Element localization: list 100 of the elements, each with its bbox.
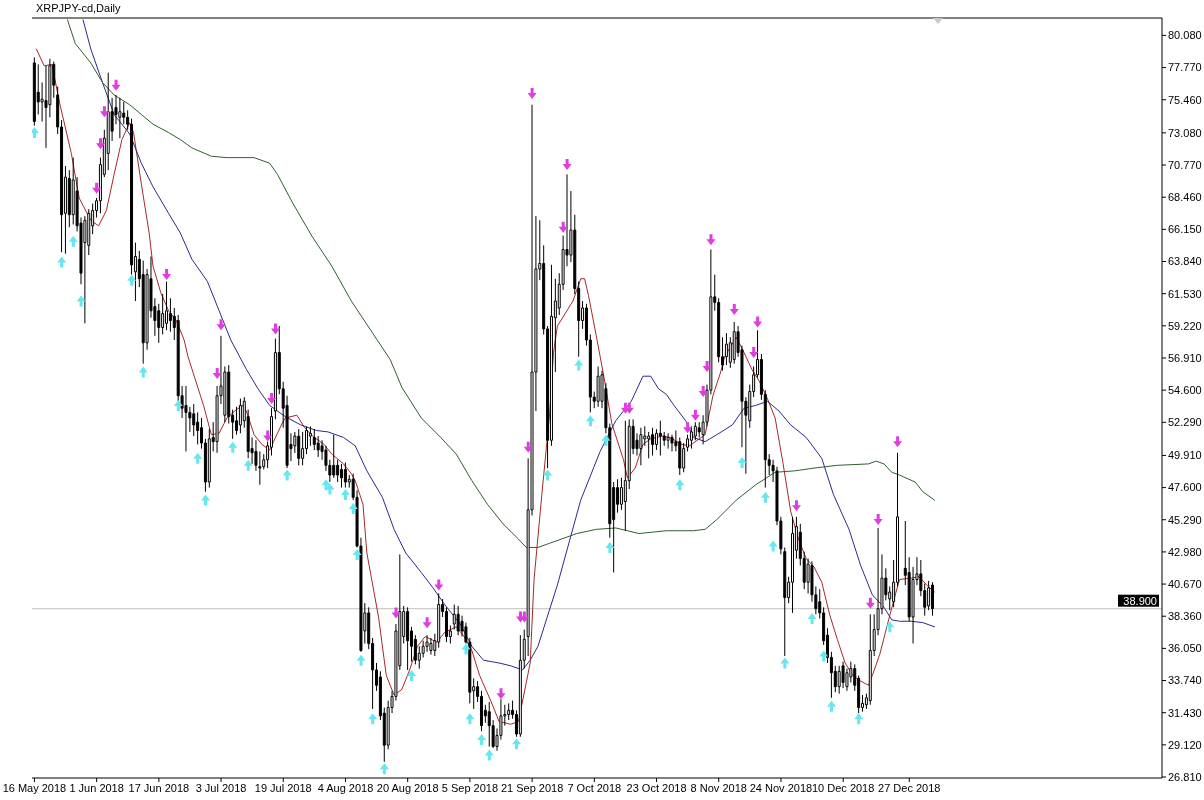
point xyxy=(68,235,78,247)
point xyxy=(348,502,358,514)
point xyxy=(527,88,537,100)
y-tick-label: 31.430 xyxy=(1168,706,1202,719)
y-tick-label: 47.600 xyxy=(1168,481,1202,494)
candlestick xyxy=(297,428,301,466)
candlestick xyxy=(238,397,242,434)
y-tick-label: 45.290 xyxy=(1168,513,1202,526)
point xyxy=(422,617,432,629)
candlestick xyxy=(165,281,169,331)
x-tick-label: 16 May 2018 xyxy=(2,781,67,794)
x-tick-label: 24 Nov 2018 xyxy=(749,781,813,794)
x-tick-label: 10 Dec 2018 xyxy=(811,781,875,794)
point xyxy=(356,654,366,666)
point xyxy=(216,319,226,331)
point xyxy=(379,763,389,775)
point xyxy=(690,409,700,421)
candlestick xyxy=(429,637,433,656)
ref-line-label: 38.900 xyxy=(1123,594,1157,607)
candlestick xyxy=(623,420,627,532)
point xyxy=(827,700,837,712)
point xyxy=(271,323,280,335)
point xyxy=(76,295,86,307)
y-tick-label: 61.530 xyxy=(1168,287,1202,300)
y-tick-label: 52.290 xyxy=(1168,416,1202,429)
x-tick-label: 20 Aug 2018 xyxy=(376,781,439,794)
candlestick xyxy=(452,604,456,631)
point xyxy=(683,422,693,434)
point xyxy=(173,399,183,411)
point xyxy=(461,643,471,655)
point xyxy=(523,441,533,453)
point xyxy=(391,607,401,619)
point xyxy=(792,500,802,512)
y-tick-label: 75.460 xyxy=(1168,93,1202,106)
point xyxy=(282,469,292,481)
point xyxy=(585,415,595,427)
point xyxy=(760,491,770,503)
candlestick xyxy=(639,427,643,466)
candlestick xyxy=(118,97,122,139)
candlestick xyxy=(658,420,662,457)
point xyxy=(558,221,568,233)
point xyxy=(702,360,712,372)
y-tick-label: 26.810 xyxy=(1168,770,1202,783)
candlestick xyxy=(670,434,674,452)
x-tick-label: 4 Aug 2018 xyxy=(317,781,374,794)
point xyxy=(96,138,106,150)
point xyxy=(706,234,716,246)
point xyxy=(243,459,253,471)
point xyxy=(368,713,378,725)
candlestick xyxy=(32,56,36,127)
candlestick xyxy=(184,385,188,452)
y-tick-label: 70.770 xyxy=(1168,158,1202,171)
x-tick-label: 5 Sep 2018 xyxy=(441,781,499,794)
candlestick xyxy=(689,425,693,450)
candlestick xyxy=(651,427,655,457)
point xyxy=(138,366,148,378)
y-tick-label: 36.050 xyxy=(1168,642,1202,655)
candlestick xyxy=(596,365,600,408)
point xyxy=(601,434,611,446)
point xyxy=(562,159,572,171)
point xyxy=(111,79,121,91)
point xyxy=(512,738,522,750)
point xyxy=(212,367,222,379)
point xyxy=(698,386,708,398)
line-series xyxy=(82,19,936,671)
candlestick xyxy=(487,701,491,748)
y-tick-label: 63.840 xyxy=(1168,255,1202,268)
point xyxy=(675,479,685,491)
y-tick-label: 68.460 xyxy=(1168,191,1202,204)
y-tick-label: 56.910 xyxy=(1168,351,1202,364)
point xyxy=(854,713,864,725)
y-tick-label: 29.120 xyxy=(1168,738,1202,751)
point xyxy=(127,274,137,286)
point xyxy=(477,734,487,746)
line-series xyxy=(66,19,936,548)
candlestick xyxy=(732,321,736,365)
point xyxy=(193,452,203,464)
y-tick-label: 80.080 xyxy=(1168,29,1202,42)
point xyxy=(228,441,238,453)
candlestick xyxy=(343,462,347,489)
candlestick xyxy=(332,434,336,479)
point xyxy=(807,612,817,624)
point xyxy=(92,182,102,194)
point xyxy=(729,303,739,315)
y-tick-label: 73.080 xyxy=(1168,126,1202,139)
x-tick-label: 27 Dec 2018 xyxy=(878,781,941,794)
candlestick xyxy=(791,516,795,614)
y-tick-label: 77.770 xyxy=(1168,61,1202,74)
candlestick xyxy=(406,606,410,671)
y-tick-label: 33.740 xyxy=(1168,674,1202,687)
point xyxy=(267,392,277,404)
x-tick-label: 7 Oct 2018 xyxy=(567,781,622,794)
y-tick-label: 40.670 xyxy=(1168,577,1202,590)
candlestick xyxy=(931,581,934,617)
x-tick-label: 1 Jun 2018 xyxy=(69,781,124,794)
point xyxy=(434,579,444,591)
point xyxy=(753,316,763,328)
y-tick-label: 42.980 xyxy=(1168,545,1202,558)
point xyxy=(885,621,895,633)
point xyxy=(201,494,211,506)
